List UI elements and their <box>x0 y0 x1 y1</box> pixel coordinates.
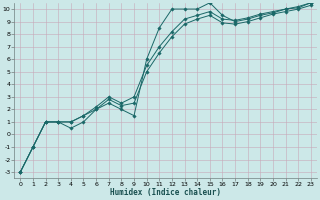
X-axis label: Humidex (Indice chaleur): Humidex (Indice chaleur) <box>110 188 221 197</box>
